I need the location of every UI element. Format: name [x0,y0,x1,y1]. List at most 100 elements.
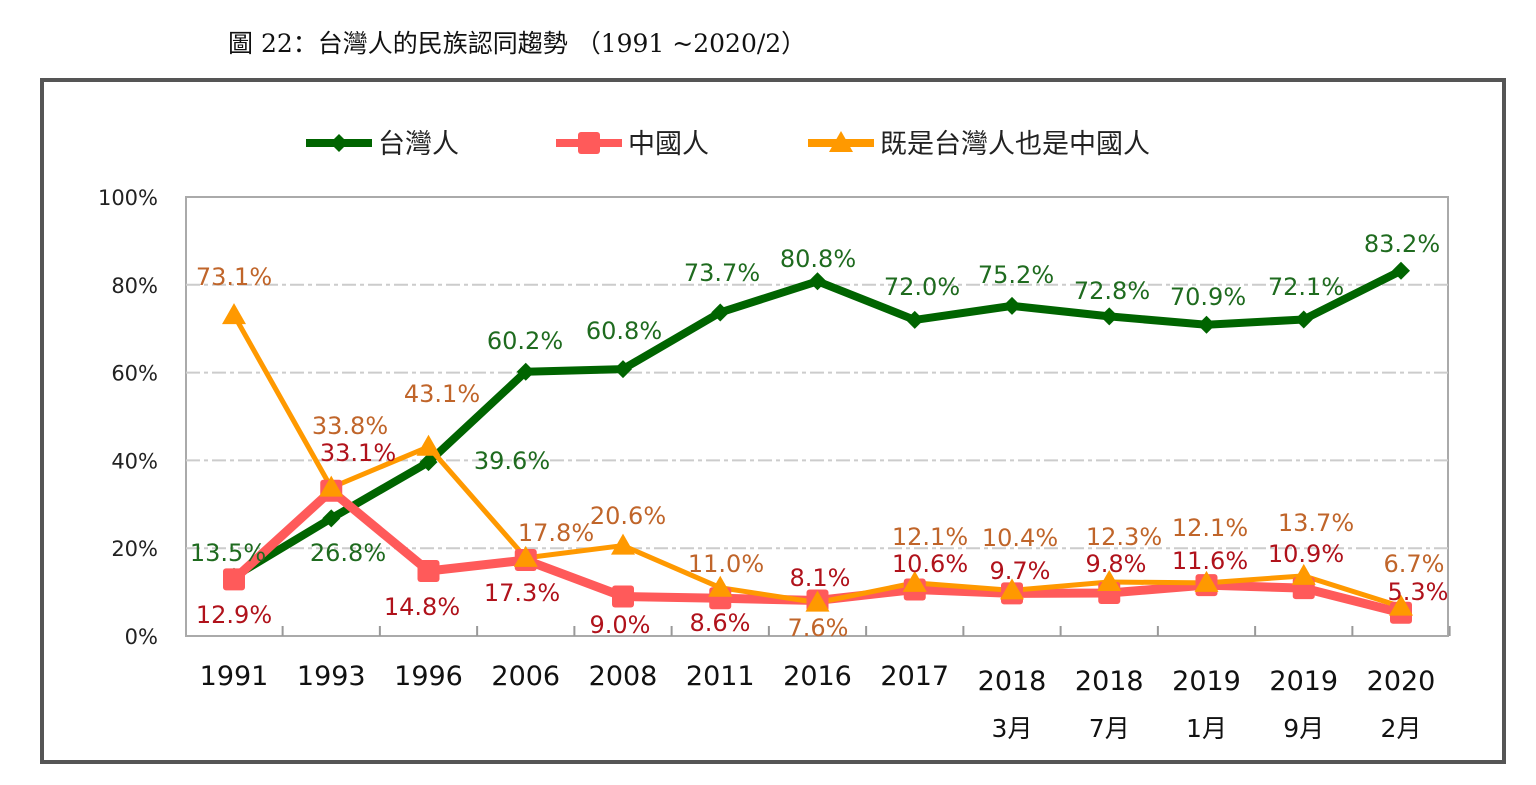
y-tick-label: 0% [125,625,158,649]
data-label: 13.7% [1278,509,1354,537]
data-point-marker [1097,570,1122,592]
data-point-marker [1291,563,1316,585]
data-label: 80.8% [780,245,856,273]
data-point-marker [711,303,730,322]
data-label: 60.2% [487,327,563,355]
x-tick-label: 2020 [1367,666,1436,697]
data-label: 39.6% [474,447,550,475]
data-label: 33.1% [320,439,396,467]
data-label: 9.8% [1086,550,1147,578]
data-label: 12.1% [1172,514,1248,542]
data-label: 72.0% [884,273,960,301]
data-label: 17.3% [484,579,560,607]
data-point-marker [1003,296,1021,315]
x-tick-label: 2019 [1172,666,1241,697]
data-label: 73.1% [196,263,272,291]
data-point-marker [902,570,927,592]
data-label: 7.6% [788,614,849,642]
data-label: 9.0% [590,611,651,639]
data-point-marker [708,575,733,597]
x-tick-label: 2017 [880,661,949,692]
data-point-marker [513,545,538,567]
legend-label-2: 既是台灣人也是中國人 [880,129,1150,160]
data-label: 60.8% [586,317,662,345]
data-label: 33.8% [312,412,388,440]
data-point-marker [223,568,245,591]
legend-marker-2 [829,131,853,152]
data-point-marker [416,434,441,456]
data-label: 26.8% [310,539,386,567]
x-tick-label: 2008 [589,661,658,692]
x-tick-label: 2006 [491,661,560,692]
plot-area [185,196,1449,637]
x-tick-label: 1996 [394,661,463,692]
data-point-marker [1389,594,1413,616]
data-point-marker [1294,310,1313,329]
data-label: 12.3% [1086,523,1162,551]
y-tick-label: 80% [111,274,158,298]
data-label: 12.9% [196,601,272,629]
data-point-marker [417,560,440,583]
data-point-marker [1197,315,1216,334]
data-point-marker [611,533,635,555]
data-label: 10.6% [892,550,968,578]
data-label: 14.8% [384,593,460,621]
x-tick-label: 2016 [783,661,852,692]
x-tick-sublabel: 2月 [1381,714,1422,743]
data-label: 75.2% [978,261,1054,289]
x-tick-sublabel: 3月 [992,714,1033,743]
data-label: 8.6% [690,609,751,637]
data-point-marker [612,585,634,608]
legend-label-0: 台灣人 [378,129,459,160]
data-label: 13.5% [190,539,266,567]
legend-marker-1 [578,132,600,154]
x-tick-label: 2011 [686,661,755,692]
data-label: 11.0% [688,550,764,578]
x-tick-sublabel: 1月 [1186,714,1227,743]
data-point-marker [322,509,341,528]
data-point-marker [1100,307,1119,326]
data-label: 6.7% [1384,550,1445,578]
x-tick-sublabel: 9月 [1283,714,1324,743]
x-tick-label: 2018 [978,666,1047,697]
x-tick-sublabel: 7月 [1089,714,1130,743]
legend-marker-0 [330,134,348,152]
data-label: 10.9% [1268,540,1344,568]
data-label: 8.1% [790,564,851,592]
data-point-marker [1392,261,1410,280]
data-point-marker [808,272,827,291]
y-tick-label: 20% [111,537,158,561]
y-tick-label: 40% [111,449,158,473]
data-label: 73.7% [684,259,760,287]
data-label: 43.1% [404,380,480,408]
y-tick-label: 100% [98,186,158,210]
data-label: 12.1% [892,523,968,551]
data-point-marker [419,453,438,472]
x-tick-label: 1993 [297,661,366,692]
data-label: 72.8% [1074,277,1150,305]
data-point-marker [1194,570,1219,592]
data-label: 17.8% [518,519,594,547]
data-point-marker [905,310,924,329]
data-point-marker [516,362,535,381]
chart-title: 圖 22：台灣人的民族認同趨勢 （1991 ~2020/2） [228,29,807,58]
data-label: 11.6% [1172,547,1248,575]
data-label: 5.3% [1388,578,1449,606]
data-label: 20.6% [590,502,666,530]
data-label: 9.7% [990,557,1051,585]
data-point-marker [222,303,246,325]
data-point-marker [805,590,830,612]
y-tick-label: 60% [111,362,158,386]
x-tick-label: 2018 [1075,666,1144,697]
chart-frame [40,78,1506,764]
data-label: 10.4% [982,524,1058,552]
legend-label-1: 中國人 [628,129,709,160]
x-tick-label: 2019 [1269,666,1338,697]
data-point-marker [1000,578,1024,600]
data-point-marker [319,475,344,497]
x-tick-label: 1991 [200,661,269,692]
data-label: 83.2% [1364,230,1440,258]
data-point-marker [614,360,632,379]
data-label: 70.9% [1170,283,1246,311]
